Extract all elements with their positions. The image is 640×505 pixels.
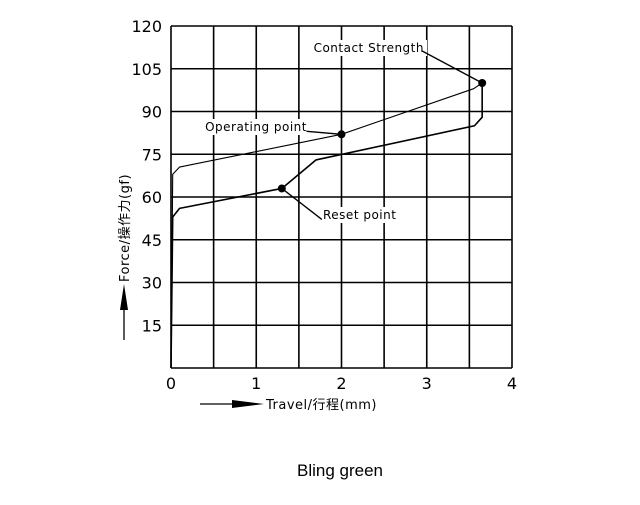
y-axis-label: Force/操作力(gf) (117, 174, 133, 282)
x-tick-label: 2 (336, 374, 346, 393)
series-line-1 (170, 83, 483, 369)
x-axis-arrow-icon (232, 400, 264, 408)
annotation-label: Contact Strength (314, 41, 424, 55)
x-tick-label: 3 (422, 374, 432, 393)
x-axis-label: Travel/行程(mm) (265, 398, 377, 413)
annotation-label: Operating point (205, 120, 307, 134)
data-point (478, 79, 487, 87)
annotation-label: Reset point (323, 208, 396, 222)
y-tick-label: 105 (131, 60, 162, 79)
x-tick-label: 4 (507, 374, 517, 393)
y-tick-label: 75 (142, 145, 162, 164)
y-axis-arrow-icon (120, 284, 128, 310)
annotation-bg (194, 119, 310, 135)
caption: Bling green (296, 461, 383, 480)
y-tick-label: 60 (142, 188, 162, 207)
y-tick-label: 90 (142, 103, 162, 122)
annotation-bg (320, 207, 407, 223)
annotation-leader (421, 50, 483, 84)
y-tick-label: 30 (142, 274, 162, 293)
annotation-leader (281, 187, 323, 220)
y-tick-label: 45 (142, 231, 162, 250)
x-tick-label: 1 (251, 374, 261, 393)
annotation-bg (304, 40, 427, 56)
y-tick-label: 15 (142, 316, 162, 335)
data-point (337, 130, 346, 139)
y-tick-label: 120 (131, 17, 162, 36)
series-line-0 (170, 82, 483, 369)
annotation-leader (306, 130, 342, 135)
x-tick-label: 0 (166, 374, 176, 393)
data-point (277, 184, 286, 193)
